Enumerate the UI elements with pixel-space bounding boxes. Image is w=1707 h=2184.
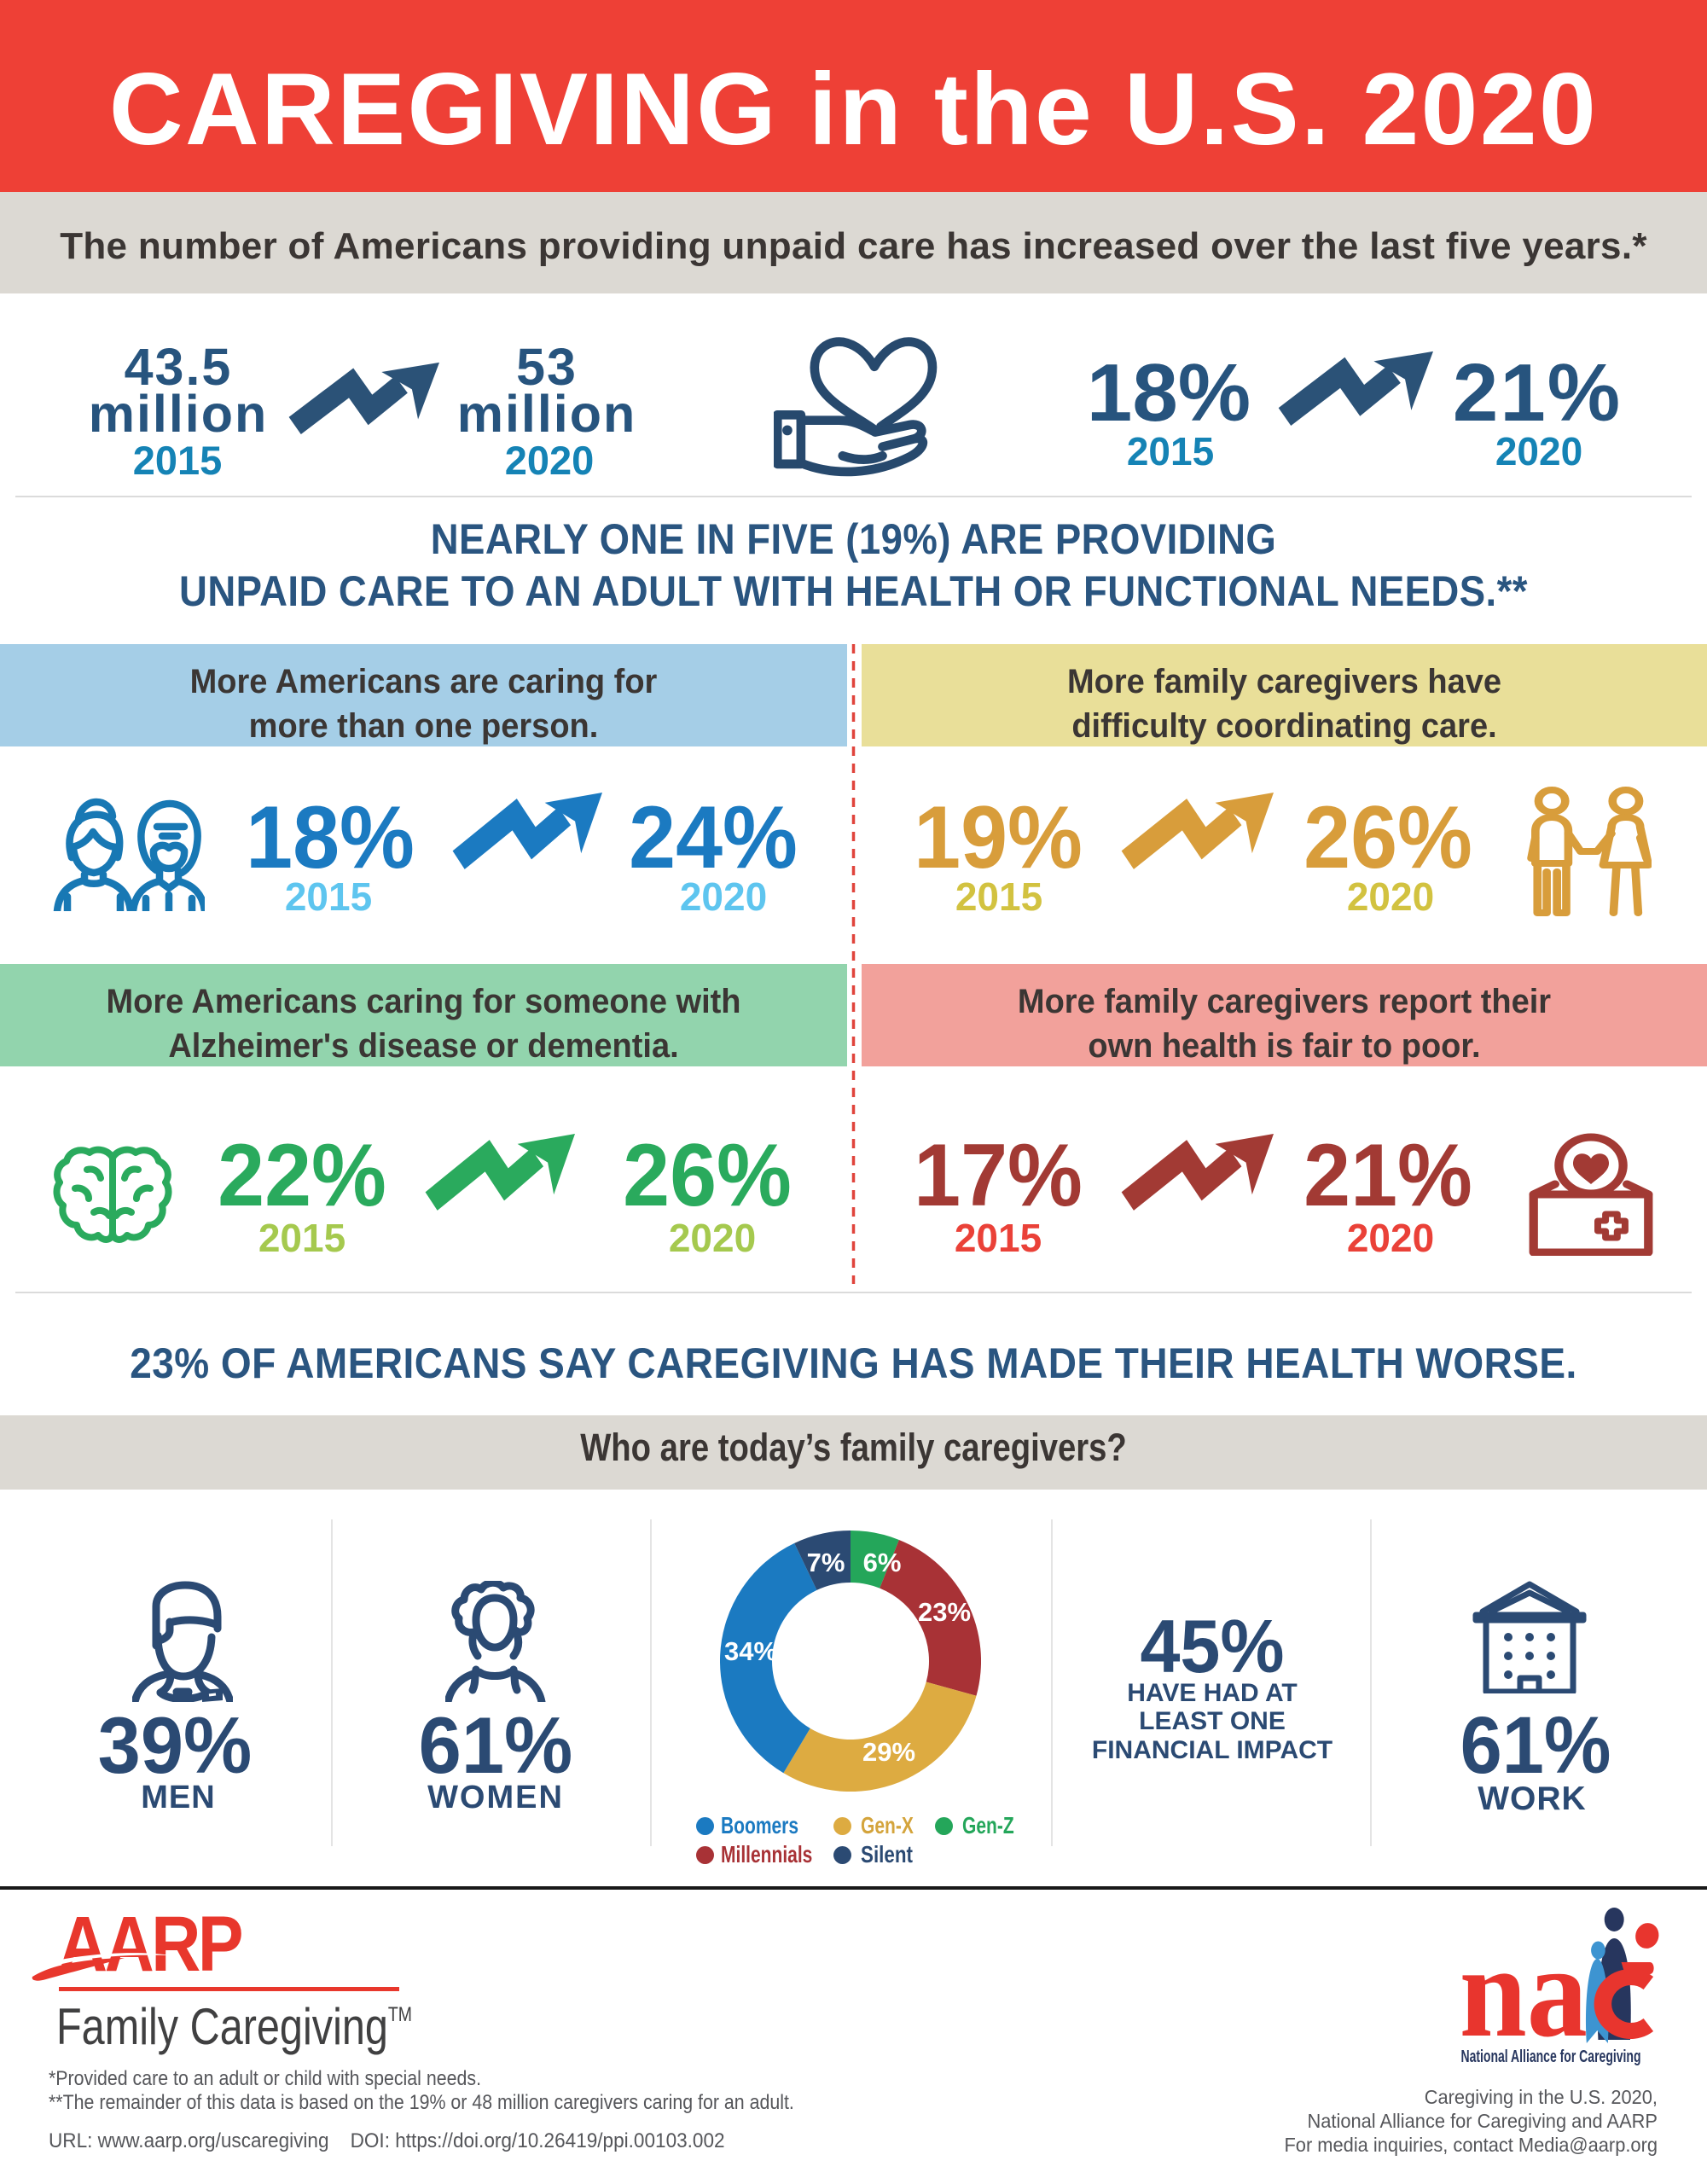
svg-text:7%: 7% (807, 1548, 845, 1577)
svg-text:34%: 34% (724, 1636, 777, 1666)
svg-text:29%: 29% (862, 1737, 915, 1767)
svg-text:6%: 6% (863, 1548, 902, 1577)
svg-text:AARP: AARP (58, 1909, 241, 1988)
svg-text:23%: 23% (918, 1597, 971, 1627)
svg-text:na: na (1460, 1920, 1588, 2050)
